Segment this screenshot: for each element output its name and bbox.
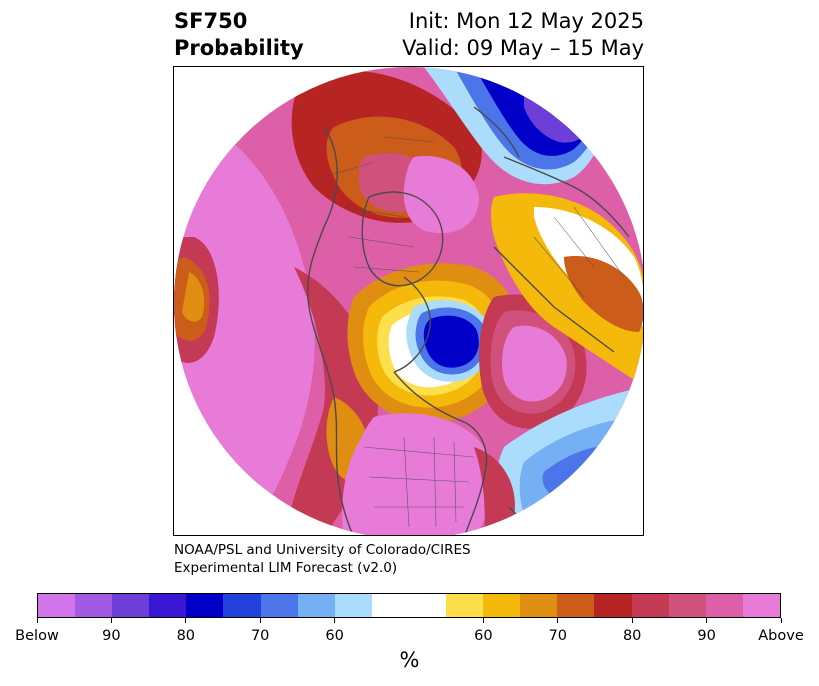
init-date: Init: Mon 12 May 2025 [408,9,644,33]
colorbar-swatch [742,594,780,617]
colorbar-tick-label: Above [758,628,804,644]
colorbar-tick-label: 60 [474,628,493,644]
colorbar-swatch [186,594,224,617]
colorbar-swatch [408,594,447,617]
colorbar-swatch [75,594,113,617]
colorbar-tick [706,618,708,623]
colorbar-swatch [297,594,335,617]
colorbar-swatch [668,594,706,617]
variable-title: SF750 [174,9,248,33]
colorbar-swatch [557,594,595,617]
valid-range: Valid: 09 May – 15 May [402,36,644,60]
colorbar-swatch [520,594,558,617]
colorbar-swatch [149,594,187,617]
title-left: SF750 Probability [174,8,304,62]
colorbar-tick [631,618,633,623]
colorbar-tick [557,618,559,623]
colorbar-tick-label: 80 [176,628,196,644]
colorbar-tick-label: 70 [250,628,270,644]
product-title: Probability [174,36,304,60]
colorbar-tick-label: 90 [697,628,716,644]
colorbar-ticks: Below 90 80 70 60 60 70 80 90 Above [0,618,819,648]
colorbar-tick [334,618,336,623]
colorbar-swatch [38,594,76,617]
forecast-map [173,66,644,536]
colorbar-tick [36,618,38,623]
colorbar-swatch [334,594,372,617]
colorbar-swatch [371,594,409,617]
colorbar-swatch [260,594,298,617]
colorbar-swatch [446,594,484,617]
title-right: Init: Mon 12 May 2025 Valid: 09 May – 15… [402,8,644,62]
colorbar-swatch [112,594,150,617]
colorbar-tick [482,618,484,623]
credit-line-2: Experimental LIM Forecast (v2.0) [174,560,398,576]
colorbar-tick [780,618,782,623]
map-image [174,67,643,535]
colorbar-swatch [594,594,632,617]
colorbar-tick-label: 90 [102,628,121,644]
colorbar-tick-label: Below [15,628,59,644]
colorbar [37,593,781,618]
colorbar-swatch [705,594,743,617]
credit-line-1: NOAA/PSL and University of Colorado/CIRE… [174,542,471,558]
colorbar-tick [110,618,112,623]
credit-text: NOAA/PSL and University of Colorado/CIRE… [174,541,471,577]
colorbar-tick-label: 70 [548,628,568,644]
colorbar-tick-label: 80 [622,628,642,644]
colorbar-tick [259,618,261,623]
colorbar-swatch [483,594,521,617]
colorbar-unit-label: % [399,648,420,672]
colorbar-tick-label: 60 [325,628,344,644]
colorbar-tick [185,618,187,623]
colorbar-swatch [631,594,669,617]
colorbar-swatch [223,594,261,617]
